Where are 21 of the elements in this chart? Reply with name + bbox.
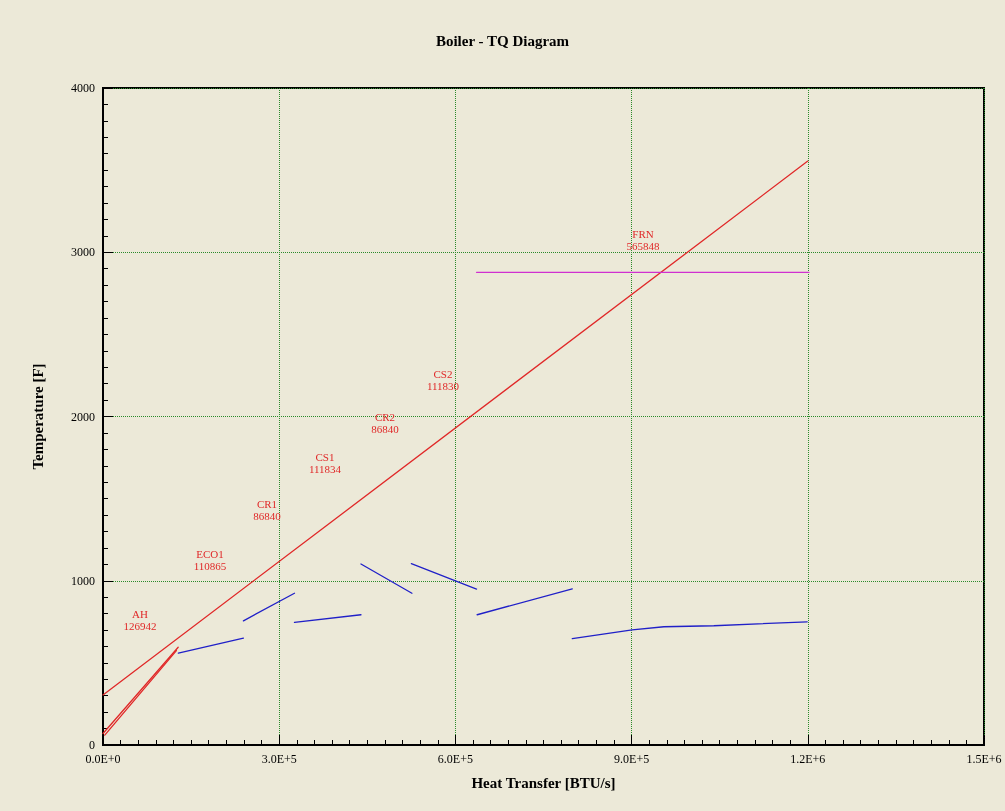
y-axis-title: Temperature [F] <box>29 363 46 470</box>
annotation: CS2 111830 <box>426 368 460 392</box>
annotation: CR2 86840 <box>371 411 400 435</box>
x-axis-title: Heat Transfer [BTU/s] <box>471 774 616 791</box>
annotation: FRN 565848 <box>626 228 660 252</box>
annotation: AH 126942 <box>123 608 157 632</box>
y-tick-label: 3000 <box>71 245 95 260</box>
y-tick-label: 1000 <box>71 573 95 588</box>
annotation: ECO1 110865 <box>193 548 227 572</box>
y-tick-label: 2000 <box>71 409 95 424</box>
x-tick-label: 1.5E+6 <box>966 752 1002 766</box>
y-tick-label: 4000 <box>71 81 95 95</box>
x-tick-label: 9.0E+5 <box>614 752 650 766</box>
x-tick-label: 3.0E+5 <box>261 752 297 766</box>
x-tick-label: 1.2E+6 <box>790 752 826 766</box>
y-tick-label: 0 <box>89 738 95 752</box>
x-tick-label: 0.0E+0 <box>85 752 121 766</box>
x-tick-label: 6.0E+5 <box>437 752 473 766</box>
annotation: CS1 111834 <box>308 451 342 475</box>
annotation: CR1 86840 <box>253 498 282 522</box>
chart-title: Boiler - TQ Diagram <box>435 32 570 49</box>
